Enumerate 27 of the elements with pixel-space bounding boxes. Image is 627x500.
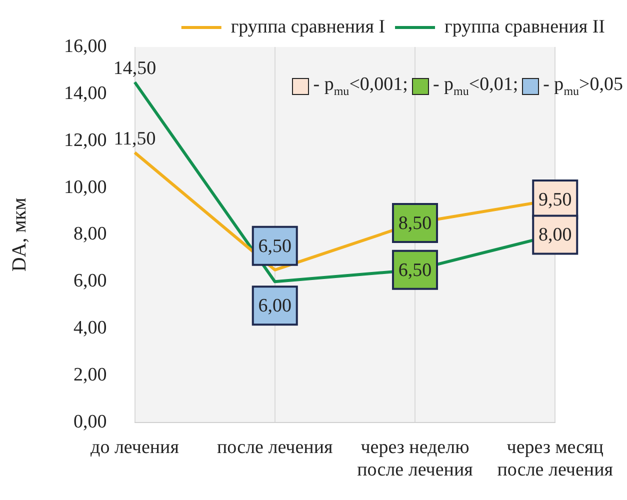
x-tick-label: через неделю после лечения — [357, 436, 474, 481]
y-tick-label: 4,00 — [74, 318, 107, 339]
y-tick-label: 16,00 — [64, 36, 107, 57]
y-tick-label: 12,00 — [64, 130, 107, 151]
y-tick-label: 0,00 — [74, 411, 107, 432]
legend-label: группа сравнения II — [444, 16, 606, 38]
data-label: 6,50 — [258, 236, 292, 257]
data-label: 8,00 — [538, 224, 572, 246]
data-label: 8,50 — [398, 212, 432, 234]
y-tick-label: 8,00 — [74, 224, 107, 245]
y-axis-title: DA, мкм — [8, 197, 30, 272]
y-tick-label: 2,00 — [74, 364, 107, 386]
annotation: - p$_{mu}$<0,01; — [432, 74, 518, 99]
y-tick-label: 10,00 — [64, 176, 107, 198]
y-tick-label: 6,00 — [74, 270, 107, 292]
annotation: - p$_{mu}$>0,05 — [543, 74, 623, 99]
annotation: - p$_{mu}$<0,001; — [313, 74, 408, 99]
legend-label: группа сравнения I — [230, 16, 386, 38]
data-label: 6,00 — [258, 296, 292, 317]
data-label: 14,50 — [113, 58, 156, 80]
x-tick-label: до лечения — [90, 436, 180, 458]
x-tick-label: после лечения — [217, 436, 334, 458]
data-label: 9,50 — [538, 189, 572, 210]
x-tick-label: через месяц после лечения — [497, 436, 614, 481]
data-label: 6,50 — [398, 260, 432, 281]
data-label: 11,50 — [114, 128, 156, 150]
y-tick-label: 14,00 — [64, 82, 107, 104]
